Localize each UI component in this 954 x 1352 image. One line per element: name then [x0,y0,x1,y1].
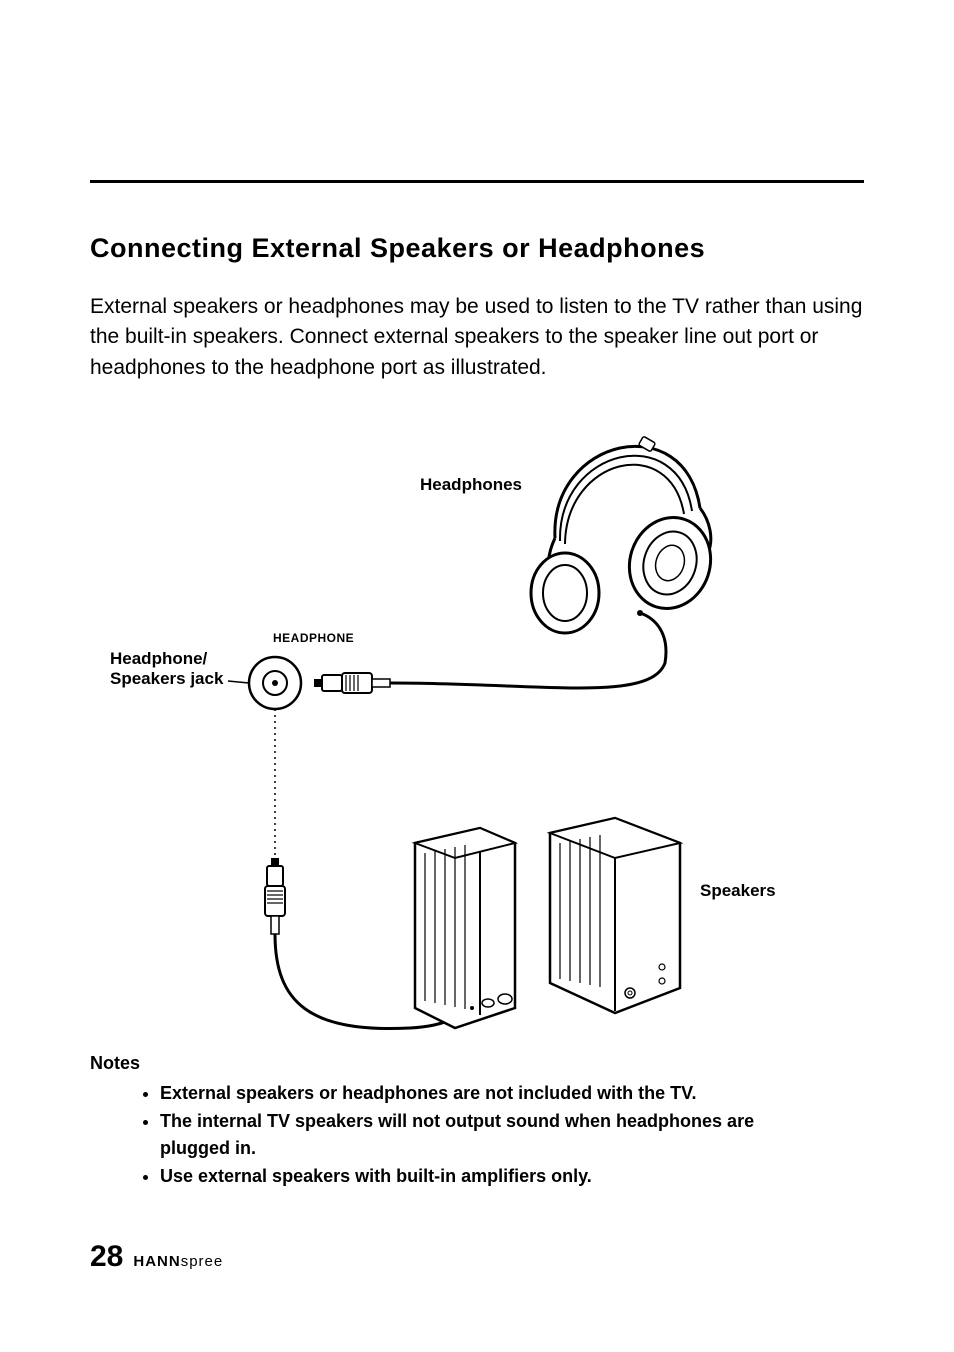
notes-list: External speakers or headphones are not … [90,1080,864,1188]
headphone-port-icon [249,657,301,709]
audio-plug-headphones-icon [314,673,390,693]
headphones-icon [531,436,722,633]
list-item: Use external speakers with built-in ampl… [160,1163,824,1189]
speaker-left-icon [415,828,515,1028]
section-heading: Connecting External Speakers or Headphon… [90,233,864,264]
headphone-cable [390,613,666,688]
list-item: External speakers or headphones are not … [160,1080,824,1106]
notes-heading: Notes [90,1053,864,1074]
brand-logo: HANNspree [133,1253,223,1270]
audio-plug-speakers-icon [265,858,285,934]
page-number: 28 [90,1240,123,1274]
horizontal-rule [90,180,864,183]
intro-paragraph: External speakers or headphones may be u… [90,292,864,383]
diagram-svg [110,403,810,1043]
page-footer: 28 HANNspree [90,1240,223,1274]
speaker-right-icon [550,818,680,1013]
list-item: The internal TV speakers will not output… [160,1108,824,1160]
connection-diagram: Headphones Headphone/ Speakers jack HEAD… [110,403,810,1043]
